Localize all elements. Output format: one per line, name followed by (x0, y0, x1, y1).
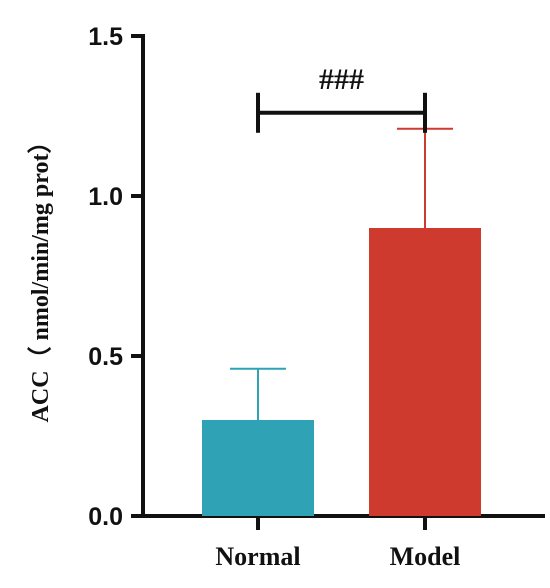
bars (202, 228, 481, 516)
bar-normal (202, 420, 314, 516)
x-ticks: Normal Model (215, 516, 460, 571)
significance-label: ### (319, 63, 364, 96)
axes (141, 34, 545, 518)
y-tick-label: 1.0 (88, 183, 123, 211)
x-tick-label-model: Model (390, 542, 461, 571)
y-tick-label: 0.0 (88, 503, 123, 531)
y-axis-label: ACC（ nmol/min/mg prot） (27, 130, 54, 423)
bar-model (369, 228, 481, 516)
y-ticks: 0.0 0.5 1.0 1.5 (88, 23, 143, 531)
y-tick-label: 1.5 (88, 23, 123, 51)
y-tick-label: 0.5 (88, 343, 123, 371)
x-tick-label-normal: Normal (215, 542, 300, 571)
significance-annotation: ### (256, 63, 427, 133)
